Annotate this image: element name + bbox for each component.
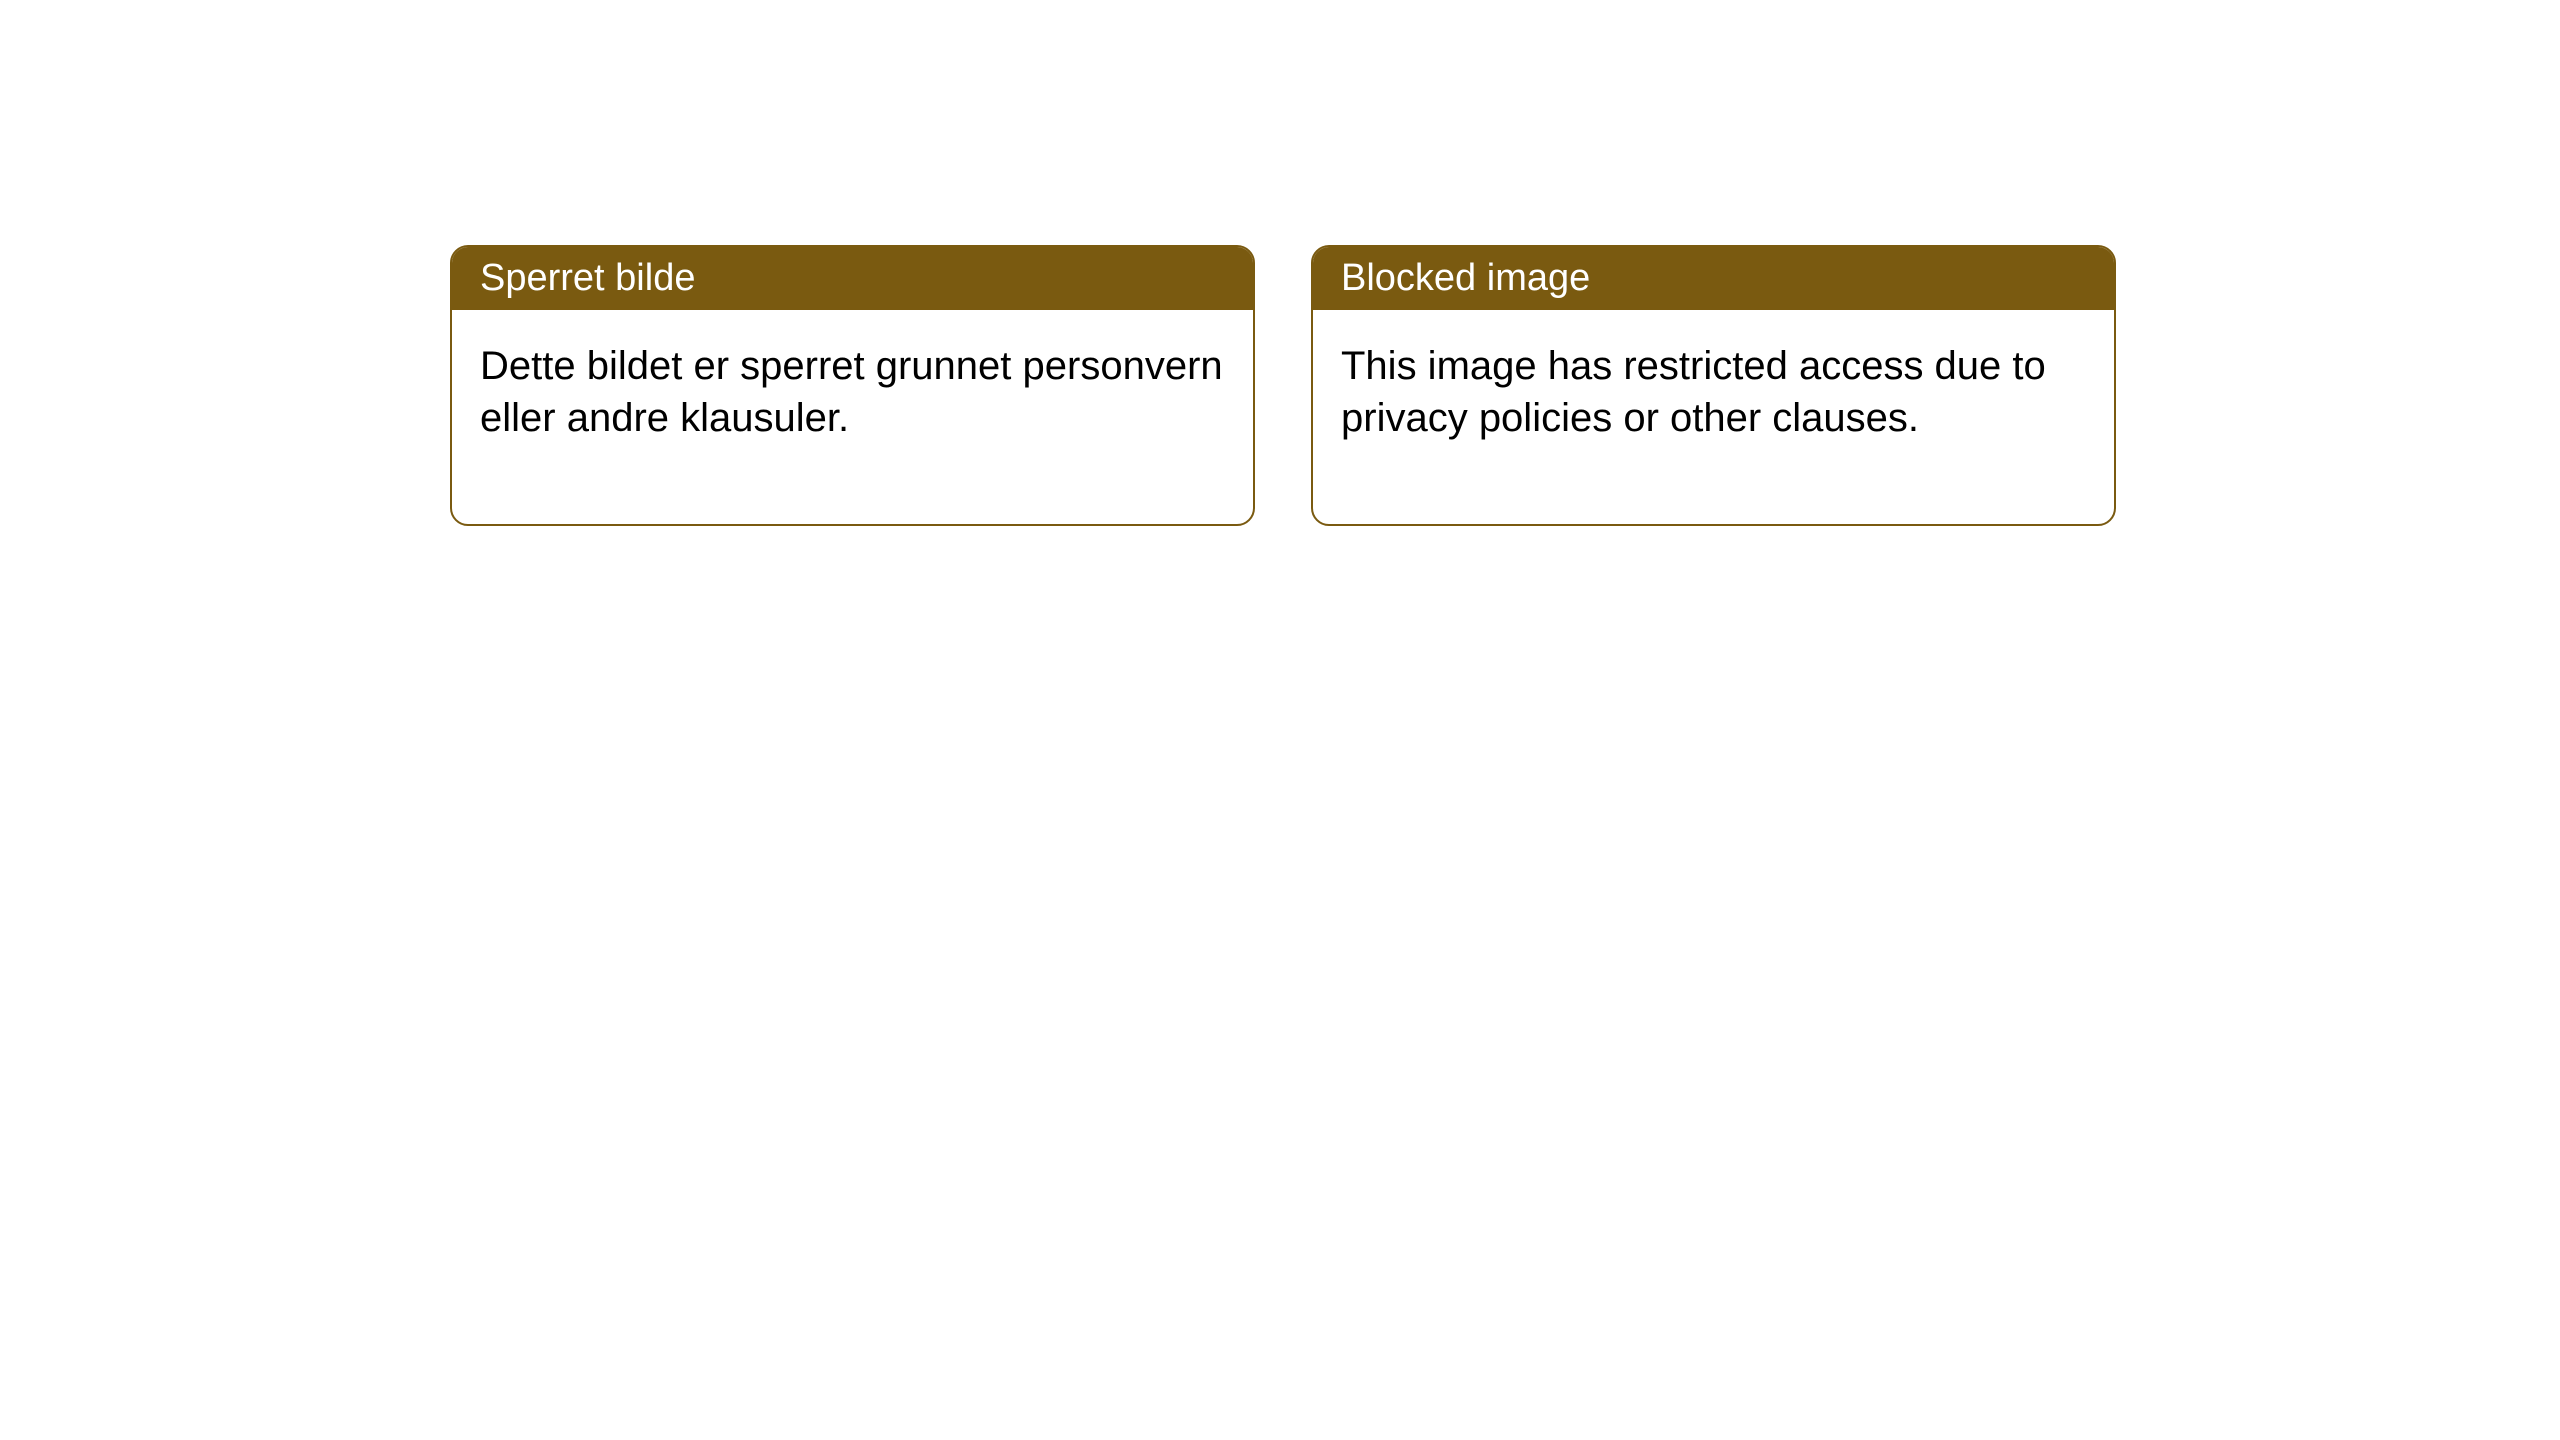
notice-title-no: Sperret bilde: [452, 247, 1253, 310]
notice-card-no: Sperret bilde Dette bildet er sperret gr…: [450, 245, 1255, 526]
notice-container: Sperret bilde Dette bildet er sperret gr…: [0, 0, 2560, 526]
notice-body-en: This image has restricted access due to …: [1313, 310, 2114, 524]
notice-body-no: Dette bildet er sperret grunnet personve…: [452, 310, 1253, 524]
notice-title-en: Blocked image: [1313, 247, 2114, 310]
notice-card-en: Blocked image This image has restricted …: [1311, 245, 2116, 526]
